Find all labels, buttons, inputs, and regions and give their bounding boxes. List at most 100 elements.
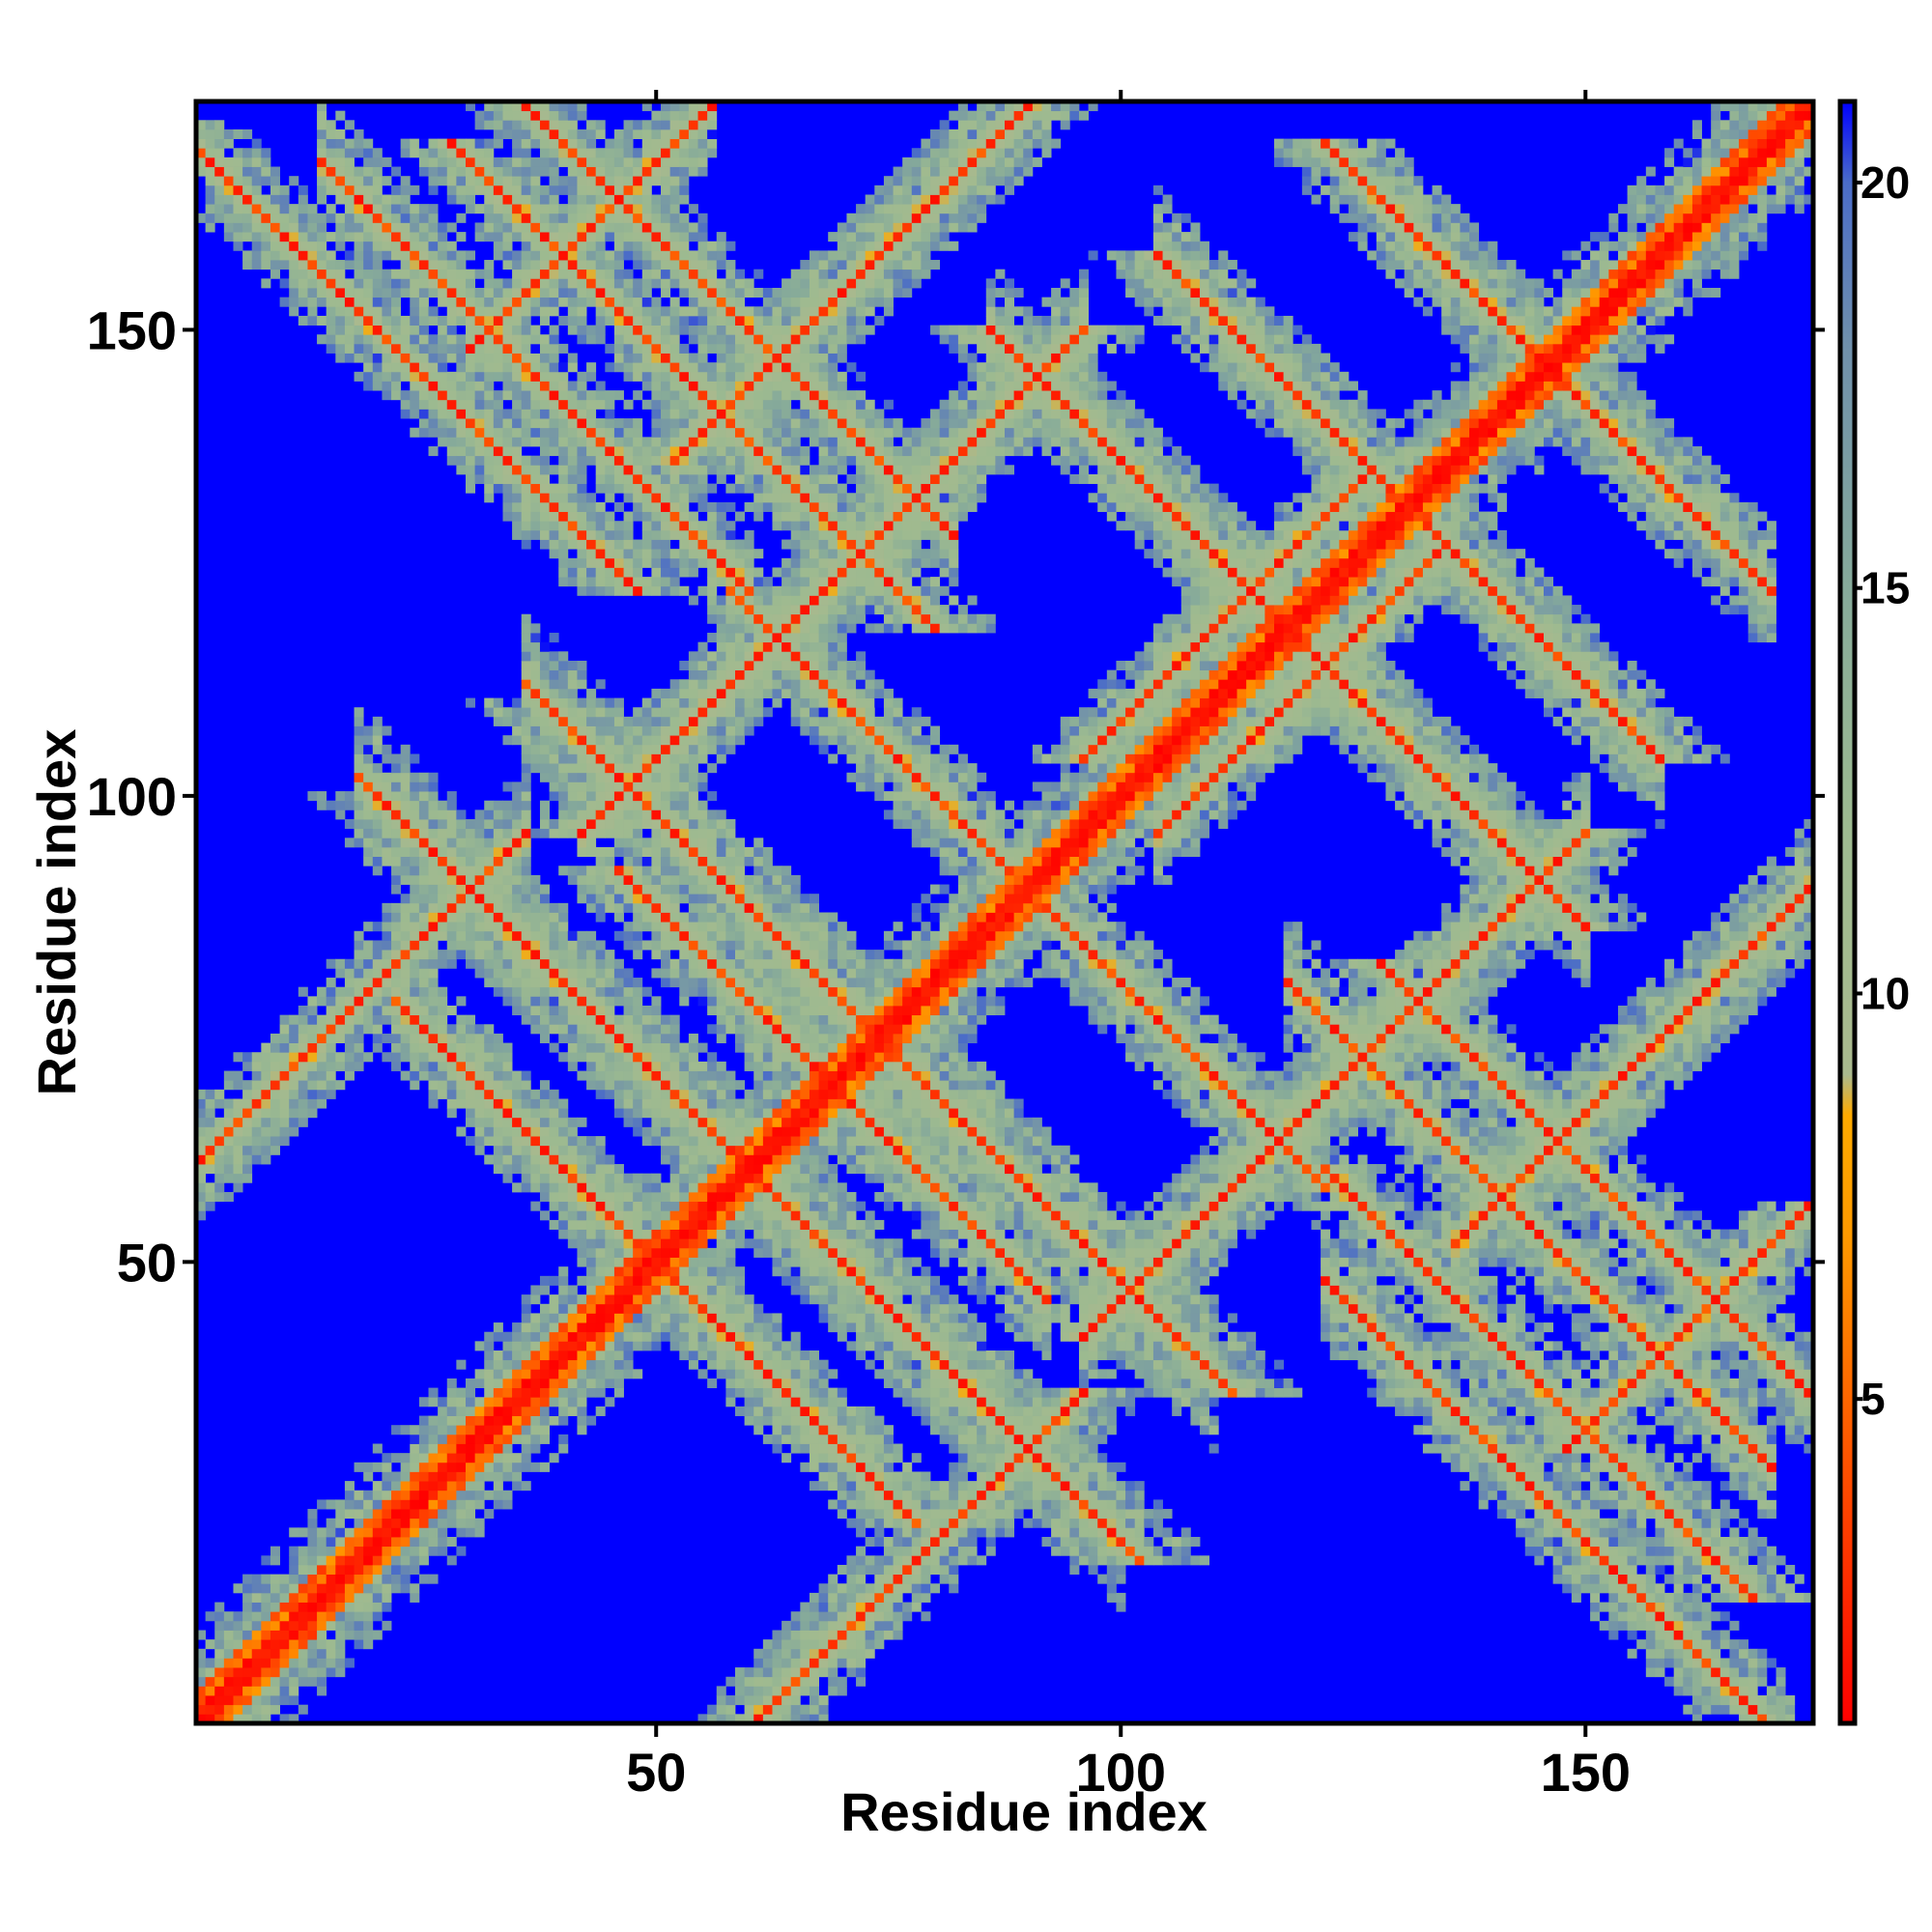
heatmap-cell — [474, 1136, 485, 1147]
heatmap-cell — [707, 810, 718, 820]
heatmap-cell — [418, 1462, 429, 1472]
heatmap-cell — [669, 166, 680, 177]
heatmap-cell — [456, 950, 467, 960]
heatmap-cell — [613, 1182, 624, 1193]
heatmap-cell — [372, 828, 383, 838]
heatmap-cell — [521, 511, 531, 522]
heatmap-cell — [317, 260, 327, 270]
heatmap-cell — [456, 1397, 467, 1407]
heatmap-cell — [623, 856, 634, 867]
heatmap-cell — [669, 1219, 680, 1230]
heatmap-cell — [400, 781, 411, 792]
heatmap-cell — [363, 1583, 374, 1594]
heatmap-cell — [688, 735, 698, 746]
heatmap-cell — [669, 1126, 680, 1137]
heatmap-cell — [586, 1369, 597, 1379]
heatmap-cell — [716, 1313, 726, 1323]
heatmap-cell — [661, 846, 671, 857]
heatmap-cell — [512, 427, 523, 438]
heatmap-cell — [298, 1555, 308, 1566]
heatmap-cell — [641, 1014, 652, 1025]
heatmap-cell — [567, 1331, 578, 1342]
heatmap-cell — [410, 930, 420, 941]
heatmap-cell — [289, 278, 299, 289]
heatmap-cell — [539, 1136, 550, 1147]
heatmap-cell — [595, 810, 606, 820]
heatmap-cell — [410, 950, 420, 960]
heatmap-cell — [410, 1592, 420, 1603]
heatmap-cell — [298, 1527, 308, 1538]
heatmap-cell — [502, 325, 513, 335]
heatmap-cell — [493, 343, 503, 354]
heatmap-cell — [307, 1630, 318, 1640]
heatmap-cell — [623, 940, 634, 951]
heatmap-cell — [716, 232, 726, 242]
heatmap-cell — [567, 465, 578, 475]
heatmap-cell — [716, 1014, 726, 1025]
heatmap-cell — [223, 1070, 234, 1081]
heatmap-cell — [196, 1117, 207, 1127]
heatmap-cell — [567, 418, 578, 429]
heatmap-cell — [558, 744, 569, 754]
heatmap-cell — [298, 1052, 308, 1063]
heatmap-cell — [623, 399, 634, 410]
heatmap-cell — [679, 1285, 690, 1295]
heatmap-cell — [456, 213, 467, 223]
heatmap-cell — [641, 194, 652, 205]
heatmap-cell — [298, 1592, 308, 1603]
heatmap-cell — [595, 1322, 606, 1333]
heatmap-cell — [418, 166, 429, 177]
heatmap-cell — [418, 968, 429, 979]
heatmap-cell — [605, 697, 615, 708]
heatmap-cell — [661, 912, 671, 923]
heatmap-cell — [633, 1257, 643, 1267]
heatmap-cell — [382, 846, 392, 857]
heatmap-cell — [641, 1275, 652, 1286]
heatmap-cell — [521, 958, 531, 969]
heatmap-cell — [317, 241, 327, 251]
heatmap-cell — [716, 1704, 726, 1715]
heatmap-cell — [586, 156, 597, 167]
heatmap-cell — [372, 978, 383, 988]
heatmap-cell — [196, 1145, 207, 1155]
heatmap-cell — [605, 511, 615, 522]
heatmap-cell — [595, 791, 606, 802]
heatmap-cell — [623, 176, 634, 186]
heatmap-cell — [214, 1686, 225, 1696]
heatmap-cell — [484, 1359, 495, 1370]
heatmap-cell — [410, 297, 420, 307]
heatmap-cell — [744, 846, 754, 857]
heatmap-cell — [567, 1387, 578, 1398]
heatmap-cell — [669, 101, 680, 112]
heatmap-cell — [688, 781, 698, 792]
heatmap-cell — [214, 1089, 225, 1099]
heatmap-cell — [549, 828, 559, 838]
heatmap-cell — [549, 651, 559, 662]
heatmap-cell — [493, 1425, 503, 1435]
heatmap-cell — [595, 399, 606, 410]
heatmap-cell — [446, 810, 457, 820]
heatmap-cell — [539, 427, 550, 438]
heatmap-cell — [466, 473, 476, 485]
heatmap-cell — [466, 287, 476, 298]
heatmap-cell — [391, 856, 402, 867]
heatmap-cell — [438, 1005, 448, 1016]
heatmap-cell — [214, 1173, 225, 1183]
heatmap-cell — [577, 287, 587, 298]
heatmap-cell — [539, 679, 550, 690]
heatmap-cell — [623, 735, 634, 746]
heatmap-cell — [586, 894, 597, 904]
heatmap-cell — [446, 1443, 457, 1454]
heatmap-cell — [372, 156, 383, 167]
heatmap-cell — [335, 110, 346, 121]
heatmap-cell — [716, 297, 726, 307]
heatmap-cell — [707, 1145, 718, 1155]
heatmap-cell — [697, 539, 708, 550]
heatmap-cell — [688, 978, 698, 988]
heatmap-cell — [633, 1117, 643, 1127]
heatmap-cell — [335, 1033, 346, 1043]
heatmap-cell — [493, 866, 503, 876]
heatmap-cell — [679, 1098, 690, 1109]
heatmap-cell — [530, 1322, 541, 1333]
heatmap-cell — [251, 194, 262, 205]
